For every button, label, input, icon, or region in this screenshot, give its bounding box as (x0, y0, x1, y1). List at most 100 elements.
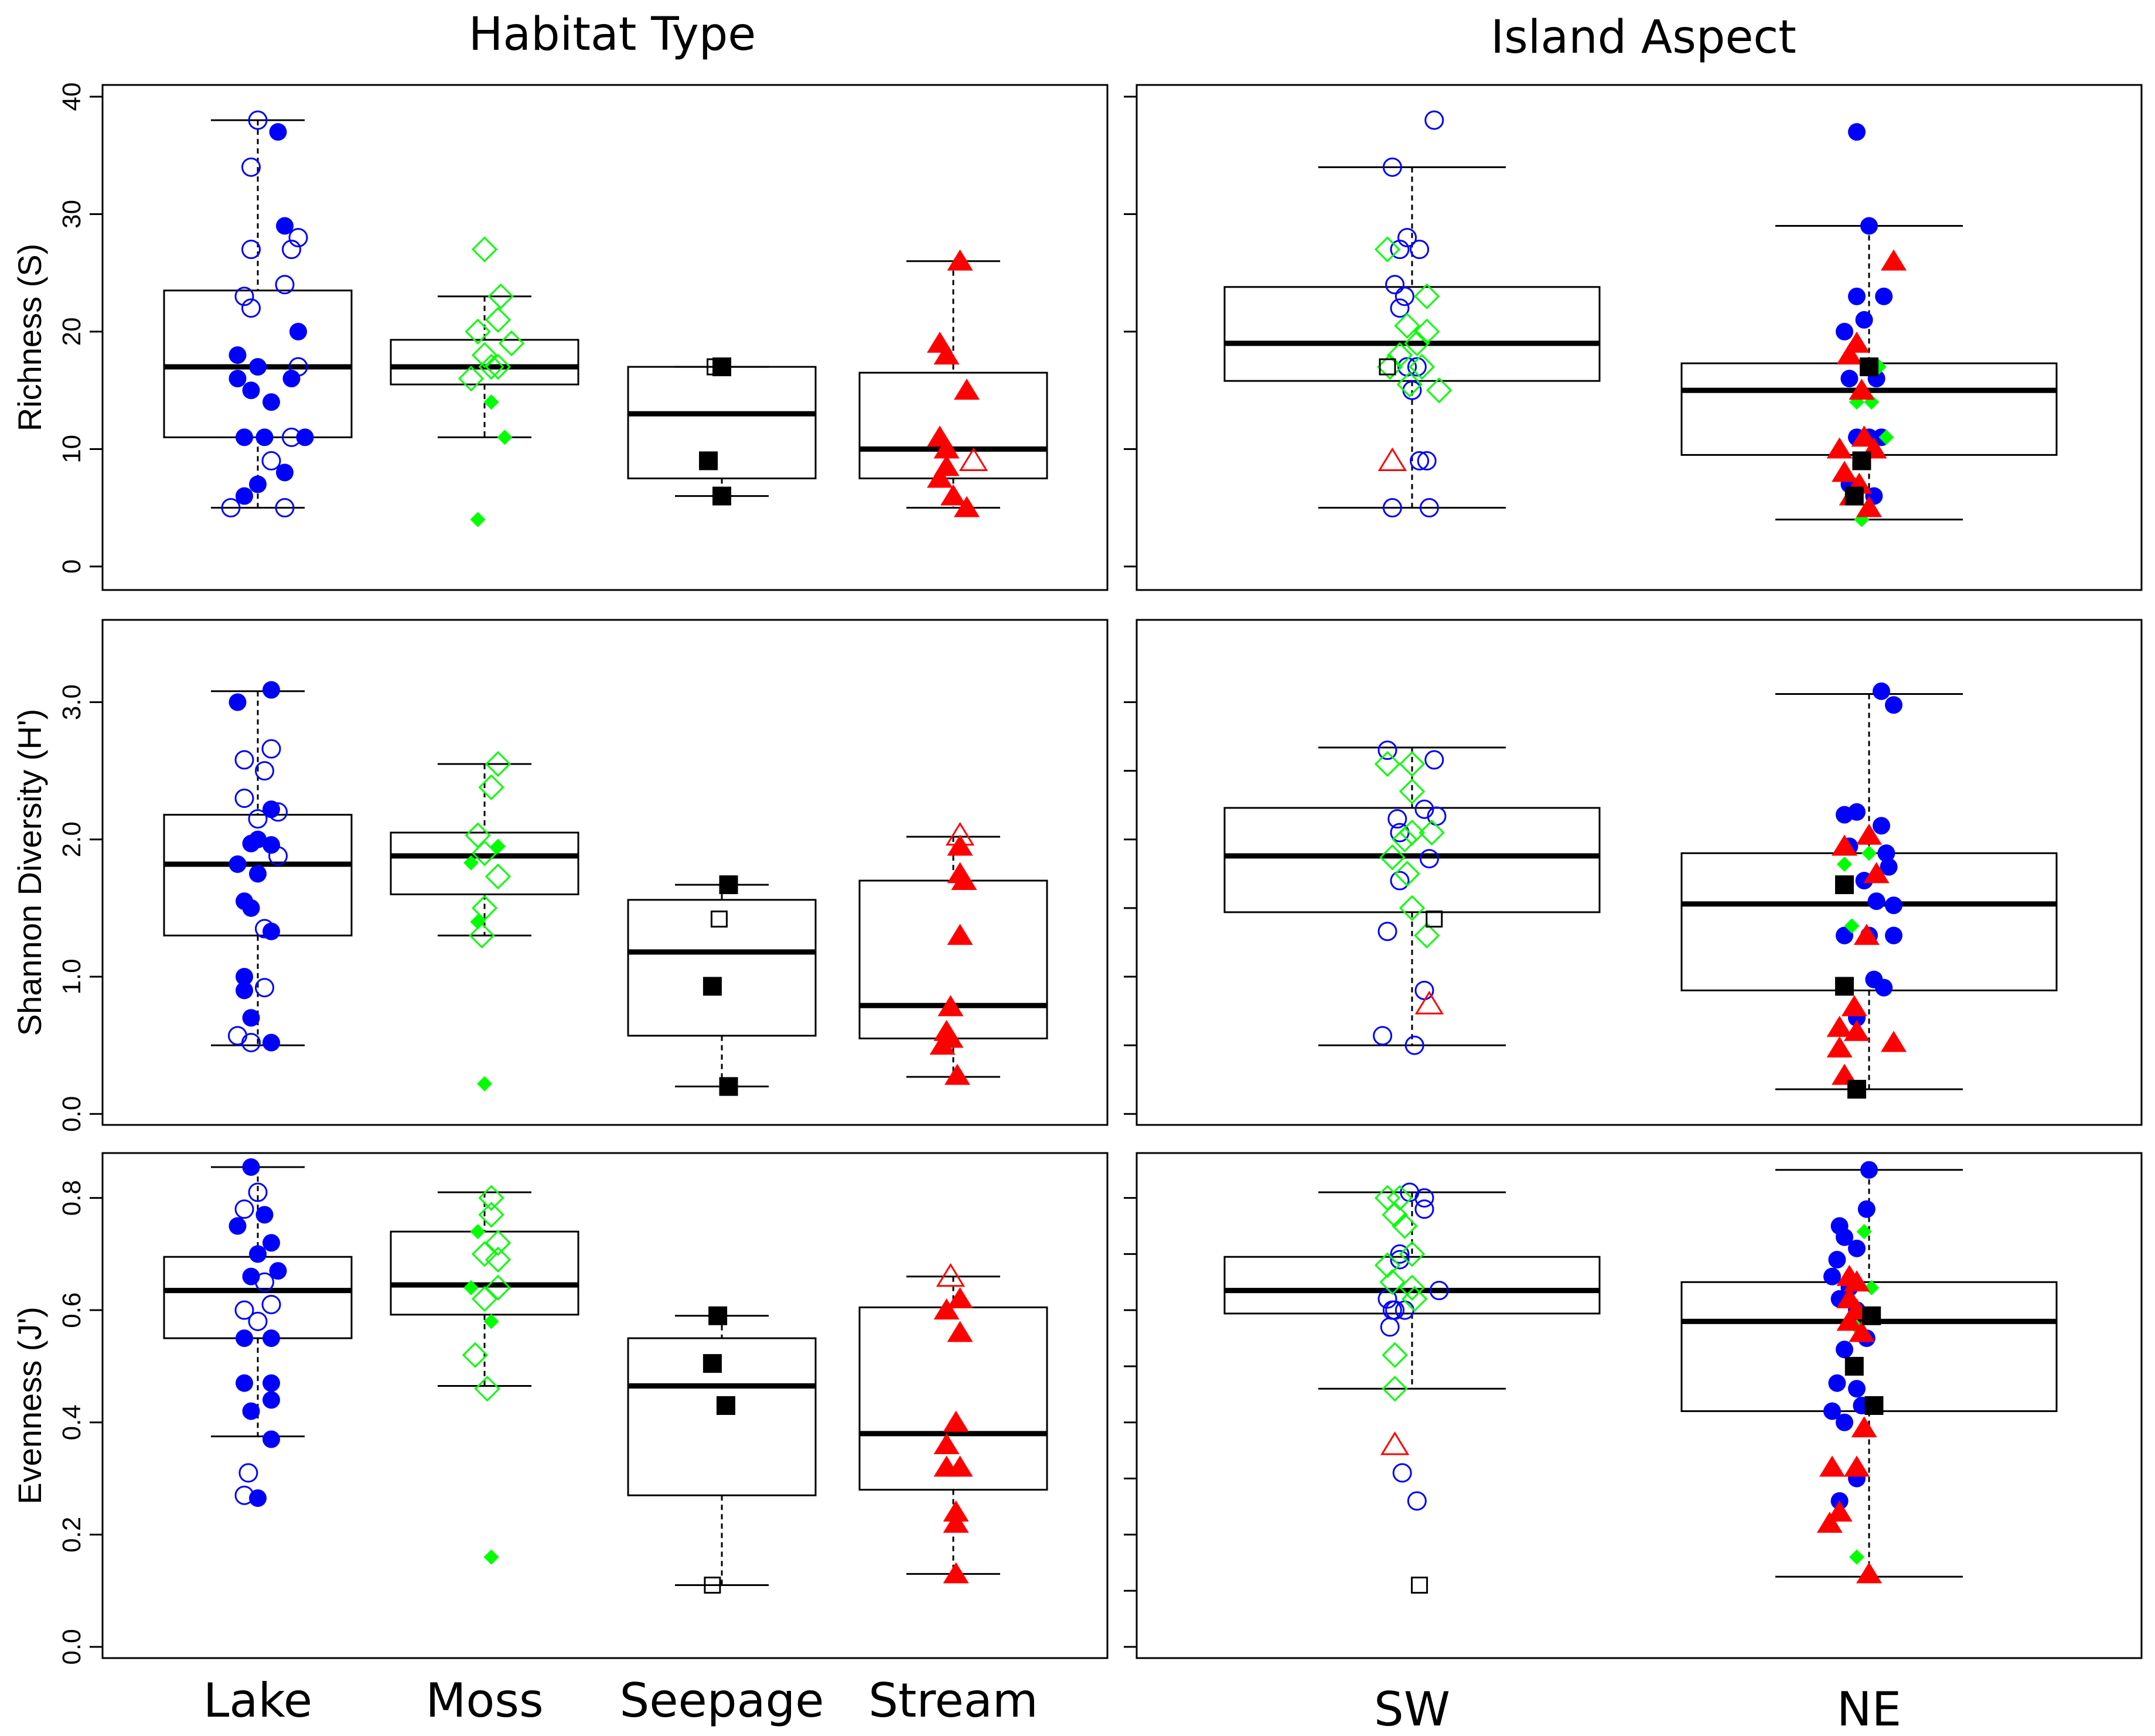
data-point-diamond-open (1399, 1274, 1426, 1301)
data-point-circle-open (255, 978, 274, 998)
data-point-square-filled (1835, 875, 1854, 895)
data-point-diamond-open (1399, 819, 1426, 846)
data-point-circle-filled (236, 428, 253, 446)
data-point-square-filled (1835, 977, 1854, 996)
data-point-triangle-filled (933, 1433, 960, 1455)
data-point-diamond-open (1377, 353, 1403, 380)
data-point-circle-open (1373, 1026, 1393, 1046)
data-point-square-open (710, 910, 728, 928)
data-point-diamond-open (458, 366, 485, 392)
data-point-circle-filled (1823, 1402, 1841, 1420)
data-point-diamond-open (485, 353, 512, 380)
data-point-circle-filled (269, 1262, 287, 1280)
data-point-circle-filled (1848, 803, 1866, 821)
data-point-circle-filled (229, 1217, 247, 1235)
data-point-diamond-open (1382, 1202, 1408, 1228)
data-point-diamond-filled (1837, 856, 1852, 872)
data-point-circle-filled (1885, 926, 1902, 944)
box-seepage (627, 366, 817, 497)
data-point-circle-open (268, 802, 288, 822)
data-point-circle-open (1414, 980, 1434, 1000)
iqr-box (390, 339, 579, 386)
data-point-circle-filled (282, 370, 301, 388)
data-point-circle-filled (242, 1009, 260, 1027)
data-point-square-open (1411, 1576, 1428, 1594)
data-point-square-open (1379, 358, 1396, 376)
data-point-diamond-open (462, 1342, 489, 1368)
panel-1: 0 10 20 30 40 Richness (S) (11, 83, 1109, 591)
data-point-triangle-filled (954, 378, 980, 400)
data-point-circle-open (228, 1026, 247, 1046)
data-point-triangle-filled (944, 1063, 970, 1085)
data-point-triangle-filled (1853, 923, 1880, 945)
data-point-circle-filled (255, 1206, 274, 1224)
data-point-circle-open (1394, 287, 1414, 306)
data-point-circle-filled (255, 428, 274, 446)
data-point-circle-filled (269, 123, 287, 141)
data-point-triangle-filled (951, 869, 977, 891)
data-point-diamond-filled (490, 838, 506, 854)
data-point-circle-filled (1857, 1200, 1876, 1218)
data-point-circle-filled (249, 1245, 267, 1263)
data-point-triangle-filled (933, 343, 960, 365)
data-point-diamond-open (1382, 1376, 1408, 1402)
data-point-diamond-open (471, 1241, 498, 1267)
category-label-sw: SW (1374, 1682, 1450, 1736)
data-point-diamond-open (487, 283, 514, 309)
data-point-diamond-open (1392, 826, 1418, 852)
data-point-diamond-filled (1864, 1280, 1880, 1295)
data-point-circle-filled (242, 899, 260, 917)
data-point-circle-open (1429, 1281, 1449, 1301)
data-point-circle-open (1414, 1188, 1434, 1208)
data-point-triangle-filled (1826, 1036, 1853, 1058)
y-axis-label: Evenness (J') (11, 1307, 48, 1504)
data-point-diamond-open (1399, 895, 1426, 922)
panel-3: 0.0 1.0 2.0 3.0 Shannon Diversity (H') (11, 619, 1109, 1132)
data-point-circle-filled (276, 217, 294, 235)
data-point-diamond-open (1414, 922, 1440, 949)
data-point-diamond-open (1392, 1213, 1418, 1239)
data-point-circle-filled (1873, 682, 1890, 700)
y-tick-label: 10 (57, 435, 86, 463)
data-point-diamond-filled (1878, 429, 1894, 445)
data-point-triangle-filled (1881, 1031, 1907, 1052)
data-point-triangle-filled (1856, 1562, 1882, 1584)
data-point-circle-filled (1885, 896, 1902, 915)
data-point-circle-filled (1848, 123, 1866, 141)
data-point-square-open (707, 358, 724, 376)
category-label-ne: NE (1837, 1682, 1901, 1736)
data-point-diamond-open (465, 318, 491, 345)
data-point-diamond-open (1409, 353, 1435, 380)
box-moss (390, 1191, 579, 1387)
data-point-square-filled (703, 1354, 722, 1373)
data-point-diamond-open (1386, 1185, 1413, 1211)
data-point-circle-open (275, 498, 295, 518)
box-seepage (627, 1315, 817, 1586)
iqr-box (627, 899, 817, 1037)
data-point-circle-filled (1885, 696, 1902, 714)
data-point-circle-open (241, 1032, 261, 1052)
data-point-triangle-filled (1849, 378, 1875, 400)
data-point-triangle-open (959, 447, 988, 471)
data-point-diamond-open (485, 1230, 512, 1256)
panels: 0 10 20 30 40 Richness (S) 0.0 1.0 2.0 3.0 Shannon… (11, 83, 2143, 1736)
data-point-square-filled (1844, 1356, 1864, 1376)
data-point-diamond-open (1394, 312, 1420, 339)
data-point-circle-open (282, 427, 301, 447)
panel-frame (1136, 1152, 2143, 1659)
data-point-circle-open (1407, 357, 1427, 377)
data-point-circle-open (241, 157, 261, 177)
data-point-circle-filled (1877, 844, 1895, 862)
data-point-triangle-filled (933, 437, 960, 459)
data-point-diamond-filled (470, 1224, 486, 1240)
data-point-circle-open (261, 451, 281, 470)
panel-4 (1124, 619, 2143, 1126)
data-point-diamond-filled (483, 1314, 499, 1329)
data-point-circle-open (248, 1182, 268, 1202)
data-point-circle-open (261, 739, 281, 759)
data-point-circle-filled (1875, 287, 1893, 305)
data-point-triangle-filled (943, 1410, 969, 1432)
data-point-triangle-filled (1851, 1416, 1877, 1438)
island-aspect-title: Island Aspect (1491, 11, 1796, 64)
